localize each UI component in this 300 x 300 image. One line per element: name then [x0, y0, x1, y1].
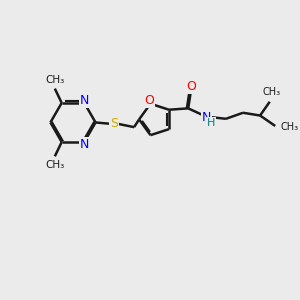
Text: N: N	[80, 138, 89, 151]
Text: O: O	[186, 80, 196, 93]
Text: O: O	[144, 94, 154, 107]
Text: CH₃: CH₃	[45, 160, 64, 170]
Text: CH₃: CH₃	[262, 87, 280, 97]
Text: N: N	[202, 112, 211, 124]
Text: H: H	[207, 118, 215, 128]
Text: CH₃: CH₃	[45, 75, 64, 85]
Text: S: S	[110, 117, 118, 130]
Text: CH₃: CH₃	[280, 122, 298, 132]
Text: N: N	[80, 94, 89, 107]
